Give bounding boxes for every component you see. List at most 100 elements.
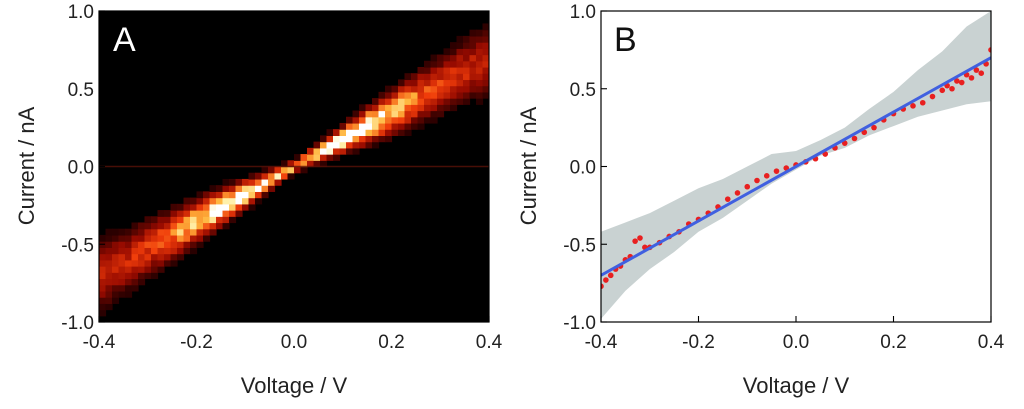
heatmap-cell: [235, 210, 243, 217]
series-average-point: [958, 79, 965, 86]
heatmap-cell: [430, 73, 438, 81]
heatmap-cell: [346, 135, 354, 143]
heatmap-cell: [463, 54, 471, 62]
heatmap-cell: [307, 154, 315, 161]
heatmap-cell: [112, 247, 120, 255]
heatmap-cell: [196, 222, 204, 230]
heatmap-cell: [372, 104, 380, 112]
heatmap-cell: [268, 185, 276, 192]
heatmap-cell: [190, 234, 198, 242]
heatmap-cell: [105, 303, 113, 311]
heatmap-cell: [229, 210, 237, 217]
heatmap-cell: [196, 216, 204, 224]
heatmap-cell: [482, 79, 489, 87]
heatmap-cell: [235, 178, 243, 186]
heatmap-cell: [183, 234, 191, 242]
heatmap-cell: [287, 166, 295, 174]
panel-b-series: [601, 11, 991, 319]
heatmap-cell: [450, 79, 458, 87]
heatmap-cell: [352, 110, 360, 118]
heatmap-cell: [313, 141, 321, 149]
heatmap-cell: [378, 110, 386, 118]
heatmap-cell: [352, 122, 360, 130]
series-average-point: [744, 183, 751, 190]
series-average-point: [910, 103, 916, 109]
heatmap-cell: [430, 104, 438, 112]
heatmap-cell: [300, 154, 308, 161]
heatmap-cell: [242, 185, 250, 192]
heatmap-cell: [131, 241, 139, 248]
heatmap-cell: [469, 35, 477, 43]
heatmap-cell: [359, 110, 367, 118]
heatmap-cell: [443, 66, 451, 74]
heatmap-cell: [138, 278, 146, 286]
heatmap-cell: [417, 66, 425, 74]
heatmap-cell: [372, 98, 380, 105]
series-average-point: [607, 272, 614, 279]
heatmap-cell: [112, 284, 120, 292]
heatmap-cell: [391, 129, 399, 136]
heatmap-cell: [222, 197, 230, 205]
heatmap-cell: [326, 129, 334, 136]
heatmap-cell: [385, 116, 393, 124]
panel-a-xlabel: Voltage / V: [241, 373, 348, 398]
heatmap-cell: [268, 178, 276, 186]
heatmap-cell: [417, 110, 425, 118]
heatmap-cell: [391, 116, 399, 124]
heatmap-cell: [144, 222, 152, 230]
heatmap-cell: [365, 122, 373, 130]
heatmap-cell: [430, 85, 438, 93]
heatmap-cell: [274, 172, 282, 180]
heatmap-cell: [476, 91, 484, 99]
heatmap-cell: [443, 54, 451, 62]
heatmap-cell: [183, 210, 191, 217]
series-average-point: [603, 277, 609, 283]
heatmap-cell: [391, 85, 399, 93]
heatmap-cell: [456, 98, 464, 105]
heatmap-cell: [151, 222, 159, 230]
heatmap-cell: [430, 110, 438, 118]
heatmap-cell: [430, 66, 438, 74]
heatmap-cell: [99, 253, 107, 261]
heatmap-cell: [112, 228, 120, 236]
heatmap-cell: [417, 104, 425, 112]
heatmap-cell: [333, 135, 341, 143]
series-average-point: [968, 75, 975, 81]
heatmap-cell: [424, 91, 432, 99]
heatmap-cell: [437, 104, 445, 112]
heatmap-cell: [105, 253, 113, 261]
heatmap-cell: [300, 166, 308, 174]
heatmap-cell: [463, 48, 471, 56]
heatmap-cell: [144, 234, 152, 242]
heatmap-cell: [346, 122, 354, 130]
heatmap-cell: [209, 210, 217, 217]
heatmap-cell: [398, 116, 406, 124]
heatmap-cell: [125, 228, 133, 236]
heatmap-cell: [170, 241, 178, 248]
heatmap-cell: [385, 104, 393, 112]
heatmap-cell: [320, 135, 328, 143]
heatmap-cell: [411, 73, 419, 81]
heatmap-cell: [229, 178, 237, 186]
heatmap-cell: [125, 247, 133, 255]
heatmap-cell: [430, 60, 438, 68]
heatmap-cell: [450, 48, 458, 56]
heatmap-cell: [105, 290, 113, 298]
heatmap-cell: [112, 290, 120, 298]
series-average-point: [871, 124, 877, 131]
panel-b-xlabel: Voltage / V: [743, 373, 850, 398]
heatmap-cell: [190, 222, 198, 230]
heatmap-cell: [99, 278, 107, 286]
heatmap-cell: [398, 129, 406, 136]
heatmap-cell: [450, 91, 458, 99]
heatmap-cell: [151, 272, 159, 280]
heatmap-cell: [456, 79, 464, 87]
heatmap-cell: [177, 241, 185, 248]
heatmap-cell: [430, 54, 438, 62]
heatmap-cell: [359, 104, 367, 112]
heatmap-cell: [417, 122, 425, 130]
heatmap-cell: [131, 234, 139, 242]
heatmap-cell: [333, 129, 341, 136]
heatmap-cell: [125, 284, 133, 292]
heatmap-cell: [99, 266, 107, 273]
